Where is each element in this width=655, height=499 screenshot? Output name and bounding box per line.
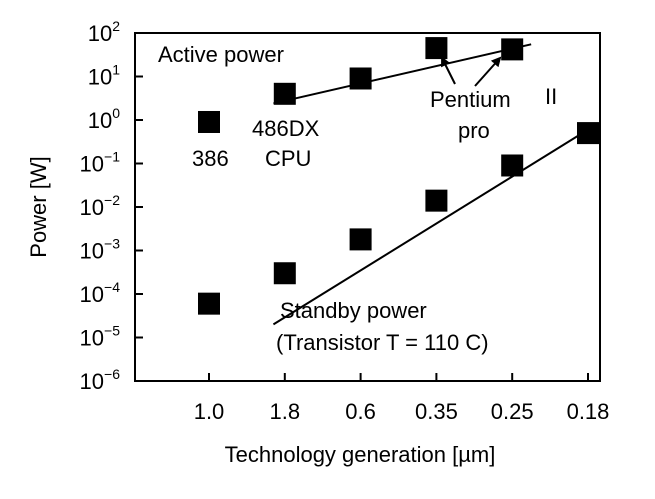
marker-active-0.25: [501, 38, 524, 61]
marker-standby-0.35: [425, 189, 448, 212]
marker-active-0.35: [425, 37, 448, 60]
annotation-486dx: 486DX: [252, 116, 320, 141]
annotation-standby-power: Standby power: [280, 298, 427, 323]
annotation-ii: II: [545, 84, 557, 109]
x-axis-title: Technology generation [µm]: [225, 442, 496, 467]
annotation-386: 386: [192, 146, 229, 171]
y-tick-label: 10−6: [80, 366, 121, 394]
x-tick-label: 1.8: [270, 399, 301, 424]
data-markers: [198, 37, 599, 315]
x-tick-label: 0.35: [415, 399, 458, 424]
x-tick-label: 0.25: [491, 399, 534, 424]
y-tick-label: 10−1: [80, 149, 121, 177]
y-tick-label: 101: [88, 62, 120, 90]
y-axis-ticks: 102 101 100 10−1 10−2 10−3 10−4 10−5 10−6: [80, 18, 143, 394]
y-tick-label: 100: [88, 105, 120, 133]
y-tick-label: 102: [88, 18, 120, 46]
marker-standby-1.0: [198, 292, 220, 315]
annotation-cpu: CPU: [265, 146, 311, 171]
marker-active-0.6: [349, 67, 372, 90]
x-axis-ticks: 1.0 1.8 0.6 0.35 0.25 0.18: [194, 373, 610, 424]
annotation-pro: pro: [458, 118, 490, 143]
marker-active-1.8: [273, 82, 296, 105]
y-tick-label: 10−3: [80, 236, 121, 264]
marker-standby-0.18: [577, 122, 599, 145]
arrow-pentium-ii: [474, 56, 502, 87]
marker-standby-0.6: [349, 228, 372, 251]
x-tick-label: 1.0: [194, 399, 225, 424]
trend-lines: [272, 43, 589, 326]
y-tick-label: 10−4: [80, 279, 121, 307]
trend-line-standby: [272, 128, 589, 326]
x-tick-label: 0.18: [567, 399, 610, 424]
arrow-pentium-pro: [441, 56, 456, 85]
y-axis-title: Power [W]: [26, 156, 51, 257]
marker-standby-1.8: [273, 262, 296, 285]
annotation-standby-condition: (Transistor T = 110 C): [276, 330, 489, 355]
marker-standby-0.25: [501, 154, 524, 177]
annotation-pentium: Pentium: [430, 87, 511, 112]
trend-line-active: [273, 43, 532, 105]
marker-active-1.0: [198, 110, 220, 133]
y-tick-label: 10−5: [80, 323, 121, 351]
x-tick-label: 0.6: [345, 399, 376, 424]
annotation-arrows: [441, 56, 502, 87]
y-tick-label: 10−2: [80, 192, 121, 220]
annotation-active-power: Active power: [158, 42, 284, 67]
